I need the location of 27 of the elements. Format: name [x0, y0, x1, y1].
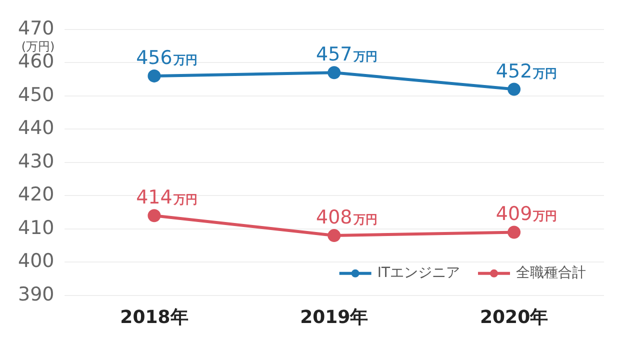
y-tick-label: 410 — [18, 216, 54, 239]
x-tick-label: 2020年 — [480, 306, 548, 328]
data-label: 409万円 — [496, 203, 558, 226]
y-tick-label: 390 — [18, 283, 54, 306]
y-tick-label: 420 — [18, 184, 54, 206]
point — [148, 209, 161, 222]
data-label: 408万円 — [316, 206, 378, 229]
y-axis-title: (万円) — [21, 39, 55, 54]
legend-label: 全職種合計 — [516, 265, 586, 282]
y-tick-label: 450 — [18, 84, 54, 106]
point — [328, 66, 341, 80]
y-tick-label: 430 — [18, 150, 54, 172]
x-tick-label: 2018年 — [120, 306, 188, 328]
y-tick-label: 400 — [18, 250, 54, 272]
point — [148, 69, 161, 82]
y-tick-label: 470 — [18, 17, 54, 40]
data-label: 414万円 — [136, 186, 198, 209]
legend-label: ITエンジニア — [377, 265, 460, 282]
x-tick-label: 2019年 — [300, 306, 368, 328]
y-tick-label: 460 — [18, 50, 54, 73]
data-label: 457万円 — [316, 44, 378, 66]
point — [328, 229, 341, 242]
point — [508, 82, 521, 96]
data-label: 456万円 — [136, 46, 198, 69]
y-tick-label: 440 — [18, 117, 54, 140]
data-label: 452万円 — [496, 60, 558, 82]
point — [508, 226, 521, 239]
